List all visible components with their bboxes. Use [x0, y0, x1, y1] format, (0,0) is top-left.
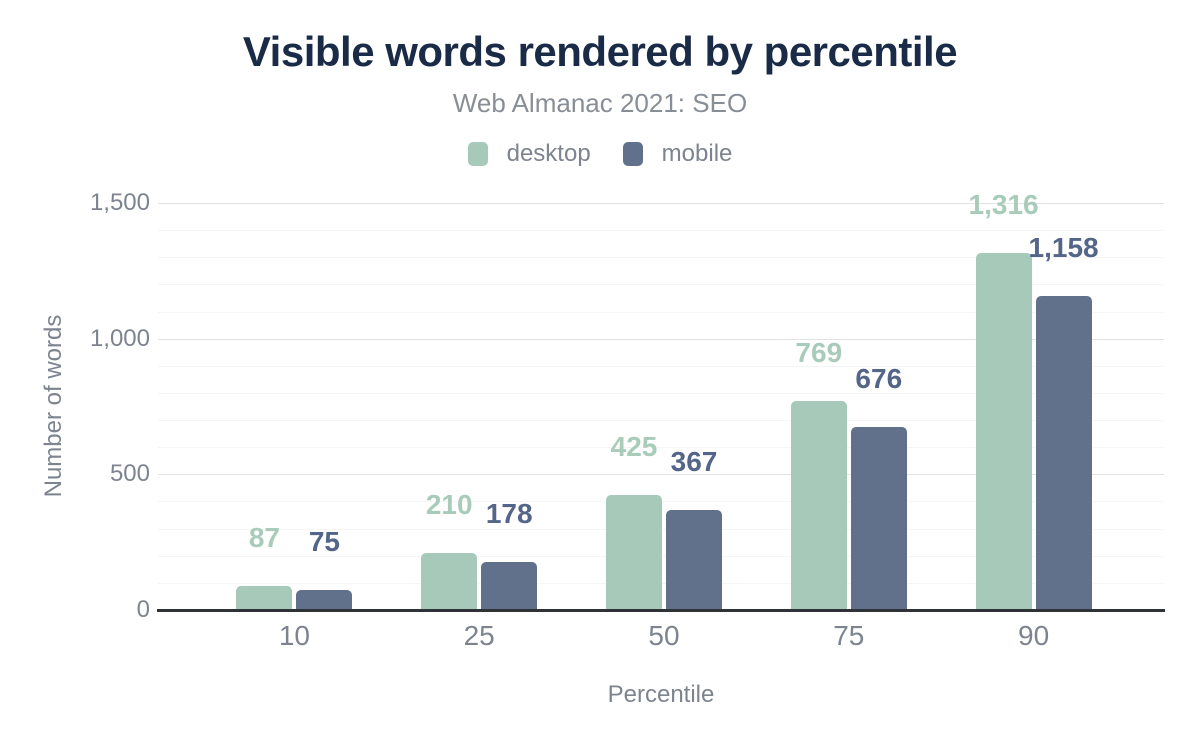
bar-value-label-desktop-p75: 769 [795, 337, 843, 368]
bar-value-label-mobile-p90: 1,158 [1028, 232, 1099, 263]
bar-value-label-mobile-p50: 367 [670, 446, 718, 477]
bar-value-label-desktop-p10: 87 [248, 522, 280, 553]
y-axis-title: Number of words [40, 314, 67, 498]
bar-mobile-p50: 367 [665, 448, 722, 610]
y-axis: 0 500 1,000 1,500 [0, 189, 150, 623]
y-axis-tick-label: 1,500 [89, 189, 150, 216]
x-axis-title: Percentile [607, 681, 715, 708]
minor-gridline [158, 230, 1164, 232]
bar-value-label-desktop-p50: 425 [610, 431, 658, 462]
mobile-swatch-icon [622, 142, 643, 166]
bar-group-p10: 87 75 10 [202, 203, 387, 651]
legend-item-desktop: desktop [467, 140, 591, 168]
bar-value-label-desktop-p90: 1,316 [968, 189, 1039, 220]
minor-gridline [158, 447, 1164, 449]
bar-pair: 87 75 [236, 524, 353, 610]
x-axis-tick-label: 50 [648, 620, 680, 651]
minor-gridline [158, 365, 1164, 367]
bar-mobile-p90: 1,158 [1029, 234, 1099, 610]
bar-mobile-p10: 75 [296, 528, 353, 610]
bar-value-label-desktop-p25: 210 [425, 489, 473, 520]
minor-gridline [158, 392, 1164, 394]
x-axis-tick-label: 10 [278, 620, 310, 651]
bar-desktop-p25: 210 [421, 491, 478, 610]
legend-label-desktop: desktop [506, 140, 591, 167]
bar-group-p75: 769 676 75 [756, 203, 941, 651]
bar-value-label-mobile-p25: 178 [485, 498, 533, 529]
bar-group-p90: 1,316 1,158 90 [941, 191, 1126, 652]
bar-desktop-p90: 1,316 [969, 191, 1039, 610]
minor-gridline [158, 257, 1164, 259]
bar-value-label-mobile-p10: 75 [308, 526, 340, 557]
chart-subtitle: Web Almanac 2021: SEO [452, 88, 748, 118]
y-axis-tick-label: 500 [109, 460, 150, 488]
bar-pair: 769 676 [790, 339, 907, 610]
bar-desktop-p75: 769 [790, 339, 847, 610]
bar-pair: 210 178 [421, 491, 538, 610]
bar-desktop-p10: 87 [236, 524, 293, 610]
major-gridline [158, 203, 1164, 204]
minor-gridline [158, 420, 1164, 422]
bar-value-label-mobile-p75: 676 [855, 363, 903, 394]
legend-label-mobile: mobile [661, 140, 733, 167]
major-gridline [158, 474, 1164, 476]
bar-group-p50: 425 367 50 [572, 203, 757, 651]
bar-mobile-p75: 676 [850, 365, 907, 610]
bar-pair: 425 367 [605, 433, 722, 610]
minor-gridline [158, 311, 1164, 313]
minor-gridline [158, 284, 1164, 286]
bar-pair: 1,316 1,158 [969, 191, 1099, 610]
legend: desktop mobile [0, 140, 1200, 168]
chart-title: Visible words rendered by percentile [242, 28, 958, 75]
bar-group-p25: 210 178 25 [387, 203, 572, 651]
desktop-swatch-icon [467, 142, 488, 166]
legend-item-mobile: mobile [622, 140, 733, 168]
bar-mobile-p25: 178 [481, 500, 538, 610]
bar-desktop-p50: 425 [605, 433, 662, 610]
plot-area: 87 75 10 210 178 25 425 367 50 769 676 75 1,316 1,158… [157, 191, 1165, 652]
x-axis-tick-label: 90 [1018, 620, 1050, 651]
y-axis-tick-label: 1,000 [89, 324, 150, 352]
y-axis-tick-label: 0 [136, 596, 150, 623]
x-axis-line [157, 609, 1165, 612]
bar-bands: 87 75 10 210 178 25 425 367 50 769 676 75 1,316 1,158… [202, 191, 1126, 652]
x-axis-tick-label: 25 [463, 620, 495, 651]
x-axis-tick-label: 75 [833, 620, 865, 651]
major-gridline [158, 338, 1164, 340]
